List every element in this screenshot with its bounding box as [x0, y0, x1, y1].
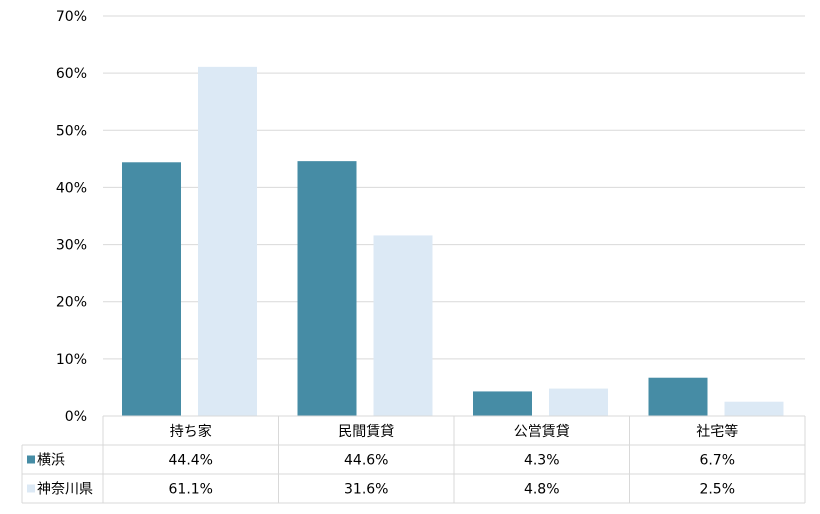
data-label: 4.3%	[524, 453, 560, 469]
y-tick-label: 70%	[56, 9, 87, 25]
bar-kanagawa-1	[373, 235, 433, 416]
data-label: 4.8%	[524, 482, 560, 498]
series-name: 神奈川県	[37, 482, 93, 498]
legend-key-yokohama	[27, 455, 35, 464]
data-label: 2.5%	[699, 482, 735, 498]
x-tick-label: 公営賃貸	[514, 424, 570, 440]
bar-yokohama-2	[473, 391, 532, 416]
x-tick-label: 民間賃貸	[338, 424, 394, 440]
y-tick-label: 40%	[56, 180, 87, 196]
bar-kanagawa-0	[198, 66, 257, 416]
data-label: 6.7%	[699, 453, 735, 469]
y-tick-label: 30%	[56, 238, 87, 254]
x-tick-label: 持ち家	[170, 423, 212, 440]
y-tick-label: 0%	[65, 409, 87, 425]
legend-key-kanagawa	[27, 484, 35, 493]
series-name: 横浜	[37, 453, 65, 469]
x-tick-label: 社宅等	[696, 423, 738, 440]
bar-yokohama-3	[648, 377, 708, 416]
data-label: 44.4%	[169, 453, 213, 469]
bar-kanagawa-2	[549, 388, 608, 416]
y-tick-label: 20%	[56, 295, 87, 311]
y-tick-label: 10%	[56, 352, 87, 368]
bar-kanagawa-3	[724, 401, 784, 416]
y-tick-label: 50%	[56, 123, 87, 139]
data-label: 44.6%	[344, 453, 388, 469]
data-label: 61.1%	[169, 482, 213, 498]
data-label: 31.6%	[344, 482, 388, 498]
y-tick-label: 60%	[56, 66, 87, 82]
bar-yokohama-1	[297, 161, 357, 416]
bar-yokohama-0	[122, 162, 181, 416]
